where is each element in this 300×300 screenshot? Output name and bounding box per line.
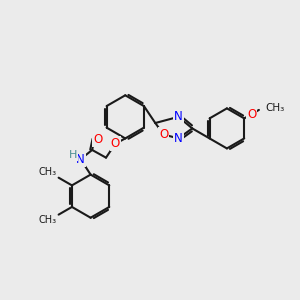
Text: H: H: [69, 150, 77, 160]
Text: CH₃: CH₃: [39, 215, 57, 225]
Text: N: N: [174, 132, 183, 145]
Text: N: N: [174, 110, 183, 123]
Text: O: O: [93, 133, 102, 146]
Text: N: N: [76, 153, 85, 166]
Text: O: O: [159, 128, 168, 141]
Text: CH₃: CH₃: [265, 103, 284, 113]
Text: O: O: [247, 108, 256, 121]
Text: CH₃: CH₃: [39, 167, 57, 177]
Text: O: O: [111, 137, 120, 150]
